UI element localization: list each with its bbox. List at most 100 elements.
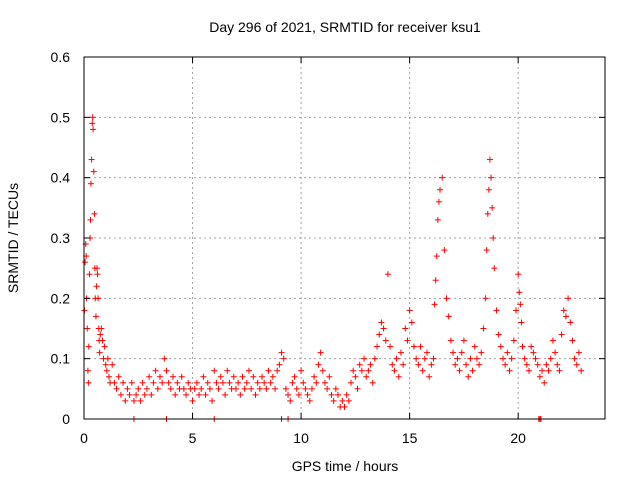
data-point xyxy=(456,367,463,374)
data-point xyxy=(128,379,135,386)
data-point xyxy=(534,361,541,368)
data-point xyxy=(113,385,120,392)
data-point xyxy=(122,397,129,404)
data-point xyxy=(523,361,530,368)
data-point xyxy=(404,337,411,344)
data-point xyxy=(130,397,137,404)
data-point xyxy=(471,343,478,350)
data-point xyxy=(183,391,190,398)
data-point xyxy=(365,367,372,374)
y-axis-title: SRMTID / TECUs xyxy=(5,183,21,293)
data-point xyxy=(567,319,574,326)
data-point xyxy=(295,391,302,398)
data-point xyxy=(241,385,248,392)
data-point xyxy=(556,367,563,374)
data-point xyxy=(506,367,513,374)
data-point xyxy=(363,373,370,380)
data-point xyxy=(111,379,118,386)
data-point xyxy=(311,373,318,380)
y-tick-label: 0.1 xyxy=(51,351,71,367)
x-tick-label: 5 xyxy=(189,430,197,446)
data-point xyxy=(170,373,177,380)
data-point xyxy=(280,355,287,362)
data-point xyxy=(454,355,461,362)
data-point xyxy=(154,385,161,392)
data-point xyxy=(478,349,485,356)
data-point xyxy=(91,210,98,217)
data-point xyxy=(521,355,528,362)
data-point xyxy=(287,397,294,404)
data-point xyxy=(85,379,92,386)
data-point xyxy=(560,307,567,314)
data-point xyxy=(88,156,95,163)
data-point xyxy=(391,367,398,374)
data-point xyxy=(552,349,559,356)
data-point xyxy=(406,307,413,314)
data-point xyxy=(541,379,548,386)
data-point xyxy=(256,385,263,392)
data-point xyxy=(330,397,337,404)
data-point xyxy=(450,349,457,356)
data-point xyxy=(423,349,430,356)
data-point xyxy=(96,349,103,356)
data-point xyxy=(174,379,181,386)
data-point xyxy=(222,391,229,398)
data-point xyxy=(426,373,433,380)
data-point xyxy=(415,361,422,368)
data-point xyxy=(120,379,127,386)
data-point xyxy=(180,385,187,392)
data-point xyxy=(317,349,324,356)
data-point xyxy=(104,355,111,362)
data-point xyxy=(185,379,192,386)
data-point xyxy=(571,355,578,362)
data-point xyxy=(198,385,205,392)
data-point xyxy=(193,379,200,386)
data-point xyxy=(530,349,537,356)
data-point xyxy=(109,361,116,368)
data-point xyxy=(124,385,131,392)
data-point xyxy=(250,373,257,380)
data-point xyxy=(378,319,385,326)
data-point xyxy=(539,367,546,374)
data-point xyxy=(224,367,231,374)
data-point xyxy=(282,385,289,392)
data-point xyxy=(545,367,552,374)
data-point xyxy=(293,385,300,392)
data-point xyxy=(115,373,122,380)
x-tick-label: 20 xyxy=(510,430,526,446)
data-point xyxy=(261,379,268,386)
data-point xyxy=(358,367,365,374)
data-point xyxy=(488,174,495,181)
data-point xyxy=(519,343,526,350)
data-point xyxy=(443,295,450,302)
data-point xyxy=(476,361,483,368)
data-point xyxy=(278,349,285,356)
data-point xyxy=(408,319,415,326)
y-tick-label: 0.6 xyxy=(51,49,71,65)
data-point xyxy=(326,373,333,380)
y-tick-label: 0 xyxy=(62,411,70,427)
data-point xyxy=(105,373,112,380)
data-point xyxy=(308,385,315,392)
data-point xyxy=(437,186,444,193)
data-point xyxy=(371,355,378,362)
y-tick-label: 0.2 xyxy=(51,290,71,306)
data-point xyxy=(102,361,109,368)
data-point xyxy=(439,174,446,181)
data-point xyxy=(499,355,506,362)
data-point xyxy=(101,343,108,350)
data-point xyxy=(89,114,96,121)
data-point xyxy=(206,385,213,392)
data-point xyxy=(489,204,496,211)
data-point xyxy=(90,126,97,133)
data-point xyxy=(235,379,242,386)
data-point xyxy=(139,379,146,386)
data-point xyxy=(345,397,352,404)
data-point xyxy=(558,331,565,338)
data-point xyxy=(393,355,400,362)
data-point xyxy=(491,265,498,272)
data-point xyxy=(350,367,357,374)
x-tick-label: 15 xyxy=(402,430,418,446)
data-point xyxy=(447,337,454,344)
data-point xyxy=(380,325,387,332)
